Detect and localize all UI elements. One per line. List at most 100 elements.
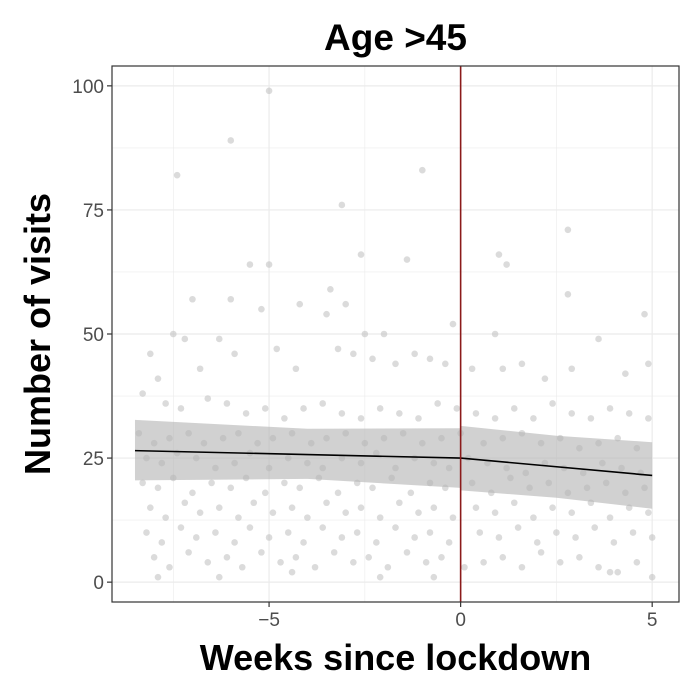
scatter-point	[139, 390, 146, 397]
scatter-point	[154, 573, 162, 581]
chart-title: Age >45	[324, 17, 467, 58]
scatter-point	[330, 549, 338, 556]
scatter-point	[595, 335, 602, 343]
scatter-point	[461, 563, 468, 571]
scatter-point	[430, 504, 438, 512]
scatter-point	[468, 365, 476, 373]
scatter-point	[606, 568, 614, 576]
y-axis: 0 25 50 75 100	[72, 77, 112, 594]
scatter-point	[173, 171, 181, 179]
scatter-point	[261, 405, 269, 412]
scatter-point	[369, 484, 376, 492]
scatter-point	[510, 499, 518, 507]
scatter-point	[204, 558, 212, 566]
scatter-point	[208, 479, 215, 487]
scatter-point	[606, 514, 614, 521]
scatter-point	[645, 509, 652, 516]
scatter-point	[300, 539, 307, 546]
scatter-point	[480, 558, 487, 566]
scatter-point	[422, 558, 430, 566]
scatter-point	[258, 305, 265, 313]
x-axis-title: Weeks since lockdown	[200, 637, 591, 678]
scatter-point	[327, 286, 334, 293]
scatter-point	[223, 554, 231, 561]
scatter-point	[185, 549, 192, 556]
scatter-point	[648, 534, 656, 541]
scatter-point	[212, 529, 219, 536]
scatter-point	[549, 400, 556, 407]
scatter-point	[357, 251, 365, 258]
scatter-point	[162, 514, 169, 521]
scatter-point	[572, 534, 579, 541]
x-tick-label: 5	[647, 610, 658, 631]
scatter-point	[361, 330, 369, 338]
scatter-point	[392, 360, 399, 368]
scatter-point	[376, 573, 384, 581]
scatter-point	[449, 514, 457, 521]
scatter-point	[373, 539, 380, 546]
scatter-point	[319, 400, 327, 407]
scatter-point	[242, 410, 250, 417]
scatter-point	[288, 504, 296, 512]
scatter-point	[625, 410, 633, 417]
scatter-point	[169, 330, 177, 338]
scatter-point	[223, 400, 231, 407]
scatter-point	[196, 365, 204, 373]
scatter-point	[311, 563, 319, 571]
scatter-point	[258, 549, 265, 556]
scatter-point	[403, 549, 411, 556]
scatter-point	[227, 484, 235, 492]
scatter-point	[541, 375, 549, 382]
scatter-point	[139, 479, 146, 487]
scatter-point	[491, 330, 499, 338]
scatter-point	[192, 534, 200, 541]
scatter-point	[376, 405, 384, 412]
scatter-point	[415, 509, 422, 516]
scatter-point	[334, 489, 342, 497]
scatter-point	[357, 504, 365, 512]
scatter-point	[568, 509, 576, 516]
scatter-point	[376, 514, 384, 521]
scatter-point	[154, 484, 162, 492]
scatter-point	[238, 563, 246, 571]
scatter-point	[304, 514, 311, 521]
scatter-point	[365, 554, 372, 561]
scatter-point	[215, 573, 223, 581]
y-tick-label: 100	[72, 77, 104, 98]
scatter-point	[403, 256, 411, 263]
scatter-point	[177, 405, 185, 412]
scatter-point	[296, 300, 304, 308]
scatter-point	[476, 529, 484, 536]
scatter-point	[281, 479, 288, 487]
scatter-point	[204, 395, 212, 402]
scatter-point	[564, 290, 572, 298]
scatter-point	[338, 201, 346, 209]
scatter-point	[357, 415, 365, 422]
scatter-point	[553, 529, 560, 536]
scatter-point	[518, 563, 526, 571]
scatter-point	[147, 504, 154, 512]
scatter-point	[292, 365, 300, 373]
y-tick-label: 75	[83, 201, 104, 222]
scatter-point	[411, 534, 418, 541]
scatter-point	[622, 370, 629, 378]
scatter-point	[556, 558, 564, 566]
scatter-point	[648, 573, 656, 581]
scatter-point	[323, 310, 330, 318]
scatter-point	[449, 320, 457, 328]
scatter-point	[353, 529, 361, 536]
scatter-point	[614, 568, 622, 576]
scatter-point	[227, 295, 235, 303]
scatter-point	[568, 365, 576, 373]
scatter-point	[396, 410, 403, 417]
scatter-point	[438, 554, 445, 561]
scatter-point	[645, 415, 652, 422]
scatter-point	[568, 410, 576, 417]
scatter-point	[296, 484, 304, 492]
scatter-point	[629, 529, 637, 536]
scatter-point	[181, 335, 189, 343]
y-tick-label: 50	[83, 325, 104, 346]
scatter-point	[265, 261, 273, 268]
scatter-point	[407, 489, 415, 497]
